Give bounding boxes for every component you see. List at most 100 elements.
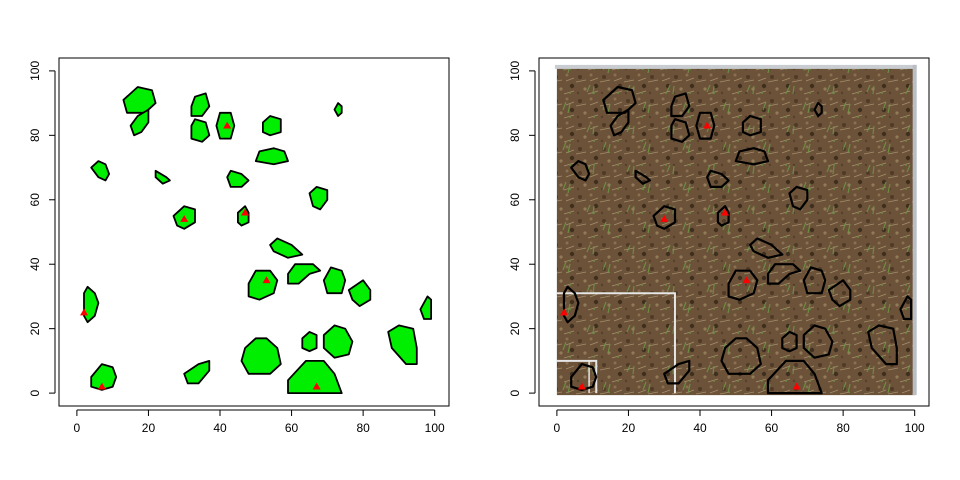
- x-tick-label: 20: [622, 421, 636, 435]
- patch-polygon: [813, 101, 823, 118]
- patch-polygon: [734, 147, 770, 166]
- x-tick-label: 20: [142, 421, 156, 435]
- patch-polygon: [347, 279, 372, 308]
- x-tick-label: 60: [765, 421, 779, 435]
- patch-polygon: [899, 295, 913, 321]
- marker-point: [560, 308, 569, 316]
- patch-polygon: [741, 114, 762, 137]
- soil-photograph: [554, 64, 917, 396]
- marker-point: [742, 276, 751, 284]
- y-tick-label: 100: [508, 61, 522, 81]
- patch-polygon: [766, 263, 802, 285]
- marker-point: [703, 121, 712, 129]
- marker-point: [312, 382, 321, 390]
- marker-point: [660, 215, 669, 222]
- marker-point: [80, 308, 89, 316]
- patch-polygon: [190, 92, 211, 117]
- y-tick-label: 0: [508, 389, 522, 396]
- patch-polygon: [781, 330, 798, 353]
- patch-polygon: [183, 359, 211, 385]
- y-tick-label: 0: [28, 389, 42, 396]
- patch-polygon: [634, 169, 652, 185]
- x-tick-label: 40: [213, 421, 227, 435]
- patch-polygon: [129, 108, 150, 137]
- marker-point: [223, 121, 232, 129]
- marker-point: [97, 382, 106, 390]
- right-plot-panel: 0 20 40 60 80 100 0 20 40 60 80 100: [508, 57, 930, 435]
- patch-polygon: [609, 108, 630, 137]
- right-point-layer: [560, 121, 801, 390]
- x-tick-label: 40: [693, 421, 707, 435]
- patch-polygon: [766, 359, 823, 395]
- quadrat-subframe-small: [556, 359, 598, 394]
- patch-polygon: [663, 359, 691, 385]
- patch-polygon: [748, 237, 784, 259]
- right-y-axis: 0 20 40 60 80 100: [508, 61, 536, 396]
- patch-polygon: [90, 363, 118, 391]
- patch-polygon: [827, 279, 852, 308]
- vegetation-texture: [556, 66, 915, 396]
- x-tick-label: 0: [74, 421, 81, 435]
- right-polygon-layer: [562, 85, 913, 395]
- patch-polygon: [387, 324, 418, 366]
- y-tick-label: 80: [28, 128, 42, 142]
- patch-polygon: [154, 169, 171, 185]
- patch-polygon: [652, 205, 677, 230]
- y-tick-label: 20: [508, 322, 522, 336]
- patch-polygon: [226, 169, 250, 188]
- left-point-layer: [80, 121, 321, 390]
- patch-polygon: [802, 266, 827, 295]
- quadrat-frame-top: [554, 64, 917, 69]
- patch-polygon: [670, 118, 691, 143]
- patch-polygon: [695, 111, 716, 140]
- patch-polygon: [322, 266, 347, 295]
- patch-polygon: [419, 295, 433, 320]
- x-tick-label: 100: [425, 421, 445, 435]
- patch-polygon: [261, 115, 282, 137]
- patch-polygon: [802, 324, 834, 359]
- y-tick-label: 100: [28, 61, 42, 81]
- patch-polygon: [788, 185, 809, 211]
- patch-polygon: [254, 147, 289, 166]
- patch-polygon: [562, 285, 580, 324]
- marker-point: [180, 215, 189, 222]
- y-tick-label: 40: [28, 257, 42, 271]
- patch-polygon: [570, 160, 591, 182]
- x-tick-label: 60: [285, 421, 299, 435]
- patch-polygon: [716, 205, 730, 227]
- patch-polygon: [706, 169, 730, 188]
- patch-polygon: [240, 337, 282, 375]
- patch-polygon: [287, 359, 343, 395]
- x-tick-label: 80: [356, 421, 370, 435]
- marker-point: [792, 382, 801, 390]
- patch-polygon: [301, 330, 318, 353]
- left-plot-panel: 0 20 40 60 80 100 0 20 40 60 80 100: [28, 57, 450, 435]
- quadrat-frame-right: [912, 64, 917, 396]
- patch-polygon: [670, 92, 691, 118]
- x-tick-label: 80: [836, 421, 850, 435]
- patch-polygon: [333, 102, 343, 117]
- right-x-axis: 0 20 40 60 80 100: [554, 409, 925, 435]
- y-tick-label: 60: [508, 193, 522, 207]
- patch-polygon: [322, 324, 354, 359]
- patch-polygon: [90, 160, 110, 182]
- patch-polygon: [727, 269, 759, 301]
- patch-polygon: [720, 337, 762, 375]
- marker-point: [577, 382, 586, 390]
- y-tick-label: 20: [28, 322, 42, 336]
- marker-point: [241, 208, 250, 216]
- left-x-axis: 0 20 40 60 80 100: [74, 409, 445, 435]
- left-y-axis: 0 20 40 60 80 100: [28, 61, 56, 396]
- y-tick-label: 40: [508, 257, 522, 271]
- patch-polygon: [570, 363, 598, 391]
- y-tick-label: 60: [28, 193, 42, 207]
- y-tick-label: 80: [508, 128, 522, 142]
- patch-polygon: [247, 269, 279, 301]
- patch-polygon: [269, 237, 304, 259]
- x-tick-label: 0: [554, 421, 561, 435]
- marker-point: [721, 208, 730, 216]
- marker-point: [262, 276, 271, 284]
- patch-polygon: [308, 185, 329, 211]
- patch-polygon: [83, 285, 100, 324]
